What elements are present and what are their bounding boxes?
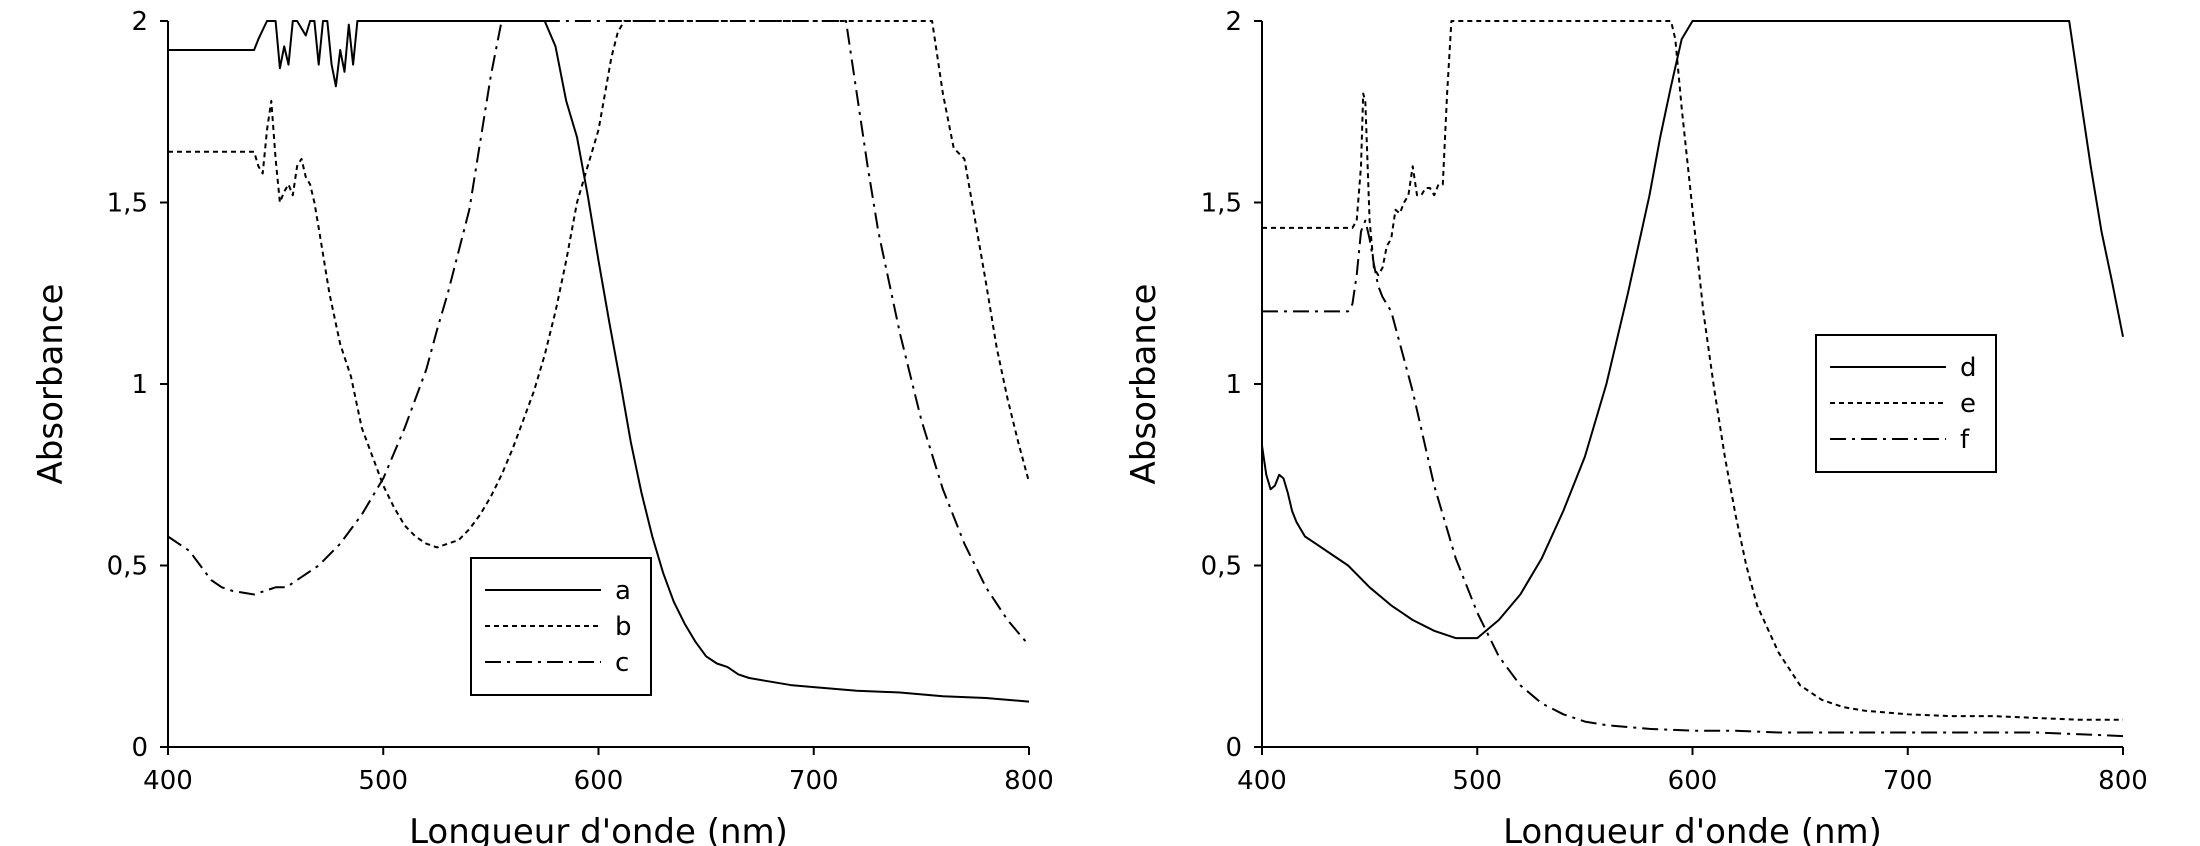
legend: abc xyxy=(470,557,652,696)
x-tick-label: 800 xyxy=(2098,766,2148,796)
series-line-e xyxy=(1262,20,2123,721)
legend: def xyxy=(1815,334,1997,473)
x-tick-label: 600 xyxy=(1668,766,1718,796)
x-tick-label: 600 xyxy=(574,766,624,796)
series-line-a xyxy=(168,20,1030,703)
legend-label-f: f xyxy=(1960,425,1970,455)
legend-label-c: c xyxy=(615,648,629,678)
y-tick-label: 1 xyxy=(1225,370,1242,400)
y-tick-label: 0 xyxy=(1225,733,1242,763)
y-tick-label: 2 xyxy=(131,7,148,37)
x-tick-label: 400 xyxy=(143,766,193,796)
x-tick-label: 400 xyxy=(1237,766,1287,796)
y-tick-label: 0,5 xyxy=(1201,552,1242,582)
series-line-b xyxy=(168,20,1030,549)
x-axis-title: Longueur d'onde (nm) xyxy=(409,812,788,846)
series-line-d xyxy=(1261,20,2124,640)
y-tick-label: 2 xyxy=(1225,7,1242,37)
y-axis-title: Absorbance xyxy=(1124,284,1164,485)
x-tick-label: 500 xyxy=(1452,766,1502,796)
y-tick-label: 0 xyxy=(131,733,148,763)
legend-label-a: a xyxy=(615,576,631,606)
x-tick-label: 500 xyxy=(358,766,408,796)
chart-panel-left: 400 500 600 700 800 0 0,5 1 1,5 2 Longueur d'onde … xyxy=(31,7,1054,846)
x-tick-label: 800 xyxy=(1004,766,1054,796)
legend-label-e: e xyxy=(1960,389,1976,419)
chart-panel-right: 400 500 600 700 800 0 0,5 1 1,5 2 Longueur d'onde … xyxy=(1124,7,2148,846)
y-tick-label: 1,5 xyxy=(1201,189,1242,219)
legend-label-b: b xyxy=(615,612,632,642)
y-tick-label: 1 xyxy=(131,370,148,400)
y-tick-label: 1,5 xyxy=(107,189,148,219)
y-axis-title: Absorbance xyxy=(31,284,71,485)
x-tick-label: 700 xyxy=(789,766,839,796)
series-line-f xyxy=(1262,219,2124,738)
x-axis-title: Longueur d'onde (nm) xyxy=(1503,812,1882,846)
x-tick-label: 700 xyxy=(1883,766,1933,796)
legend-label-d: d xyxy=(1960,353,1977,383)
y-tick-label: 0,5 xyxy=(107,552,148,582)
series-line-c xyxy=(167,20,1030,647)
